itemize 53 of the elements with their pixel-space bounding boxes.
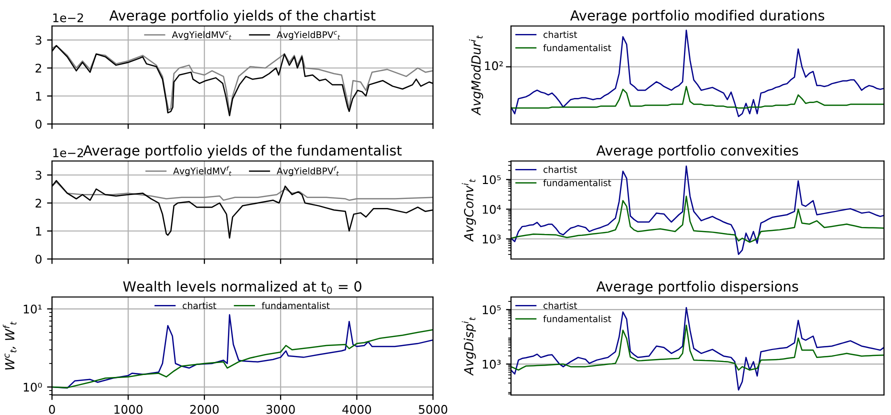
y-tick-label: 0 (36, 120, 42, 129)
y-tick-label: 3 (36, 170, 42, 180)
line-series (511, 324, 884, 371)
legend-label: chartist (544, 166, 578, 173)
line-series (52, 181, 433, 201)
y-axis-title: W$^{c}$$_{t}$, W$^{f}$$_{t}$ (2, 321, 16, 370)
chart-title: Average portfolio convexities (596, 144, 798, 158)
x-tick-label: 2000 (190, 404, 219, 414)
chart-title: Wealth levels normalized at t$_{0}$ = 0 (123, 280, 362, 294)
legend-label: fundamentalist (262, 302, 330, 309)
chart-title: Average portfolio modified durations (570, 10, 824, 24)
y-tick-label: 3 (36, 36, 42, 45)
y-axis-title: AvgDisp$^{i}$$_{t}$ (462, 316, 476, 376)
legend-label: AvgYieldBPV$^{f}$$_{t}$ (276, 166, 339, 176)
x-tick-label: 0 (49, 404, 55, 414)
legend-label: AvgYieldMV$^{f}$$_{t}$ (173, 166, 232, 176)
chart-title: Average portfolio dispersions (596, 280, 798, 294)
text: 10² (485, 61, 503, 70)
text: 1e−2 (53, 13, 83, 22)
y-tick-label: 10⁵ (482, 175, 501, 184)
x-tick-label: 5000 (418, 404, 448, 414)
legend-label: chartist (544, 30, 578, 38)
y-tick-label: 2 (36, 64, 42, 72)
chart-title: Average portfolio yields of the fundamentalist (83, 144, 402, 158)
x-tick-label: 4000 (342, 404, 372, 414)
y-tick-label: 0 (36, 254, 42, 264)
y-tick-label: 1 (36, 92, 42, 100)
line-series (52, 329, 433, 388)
line-series (511, 165, 884, 256)
text: 1e−2 (53, 148, 83, 158)
legend-label: AvgYieldBPV$^{c}$$_{t}$ (276, 30, 340, 40)
x-tick-label: 3000 (266, 404, 295, 414)
y-tick-label: 10¹ (24, 304, 42, 314)
y-tick-label: 2 (36, 198, 42, 208)
y-tick-label: 10³ (482, 360, 501, 369)
y-axis-title: AvgConv$^{i}$$_{t}$ (462, 178, 476, 242)
legend-label: fundamentalist (543, 315, 612, 322)
x-tick-label: 1000 (114, 404, 142, 414)
line-series (511, 307, 884, 391)
legend-label: fundamentalist (543, 44, 612, 52)
y-axis-title: AvgModDur$^{i}$$_{t}$ (469, 35, 484, 116)
y-tick-label: 10⁵ (482, 305, 501, 314)
legend-label: AvgYieldMV$^{c}$$_{t}$ (172, 30, 232, 40)
y-tick-label: 10⁰ (24, 382, 42, 392)
legend-label: chartist (182, 302, 216, 309)
y-tick-label: 1 (36, 226, 42, 236)
line-series (511, 196, 884, 243)
line-series (52, 314, 433, 389)
legend-label: chartist (544, 302, 578, 309)
y-tick-label: 10⁴ (482, 204, 501, 214)
legend-label: fundamentalist (543, 179, 612, 186)
y-tick-label: 10³ (482, 234, 501, 244)
chart-title: Average portfolio yields of the chartist (109, 10, 376, 24)
